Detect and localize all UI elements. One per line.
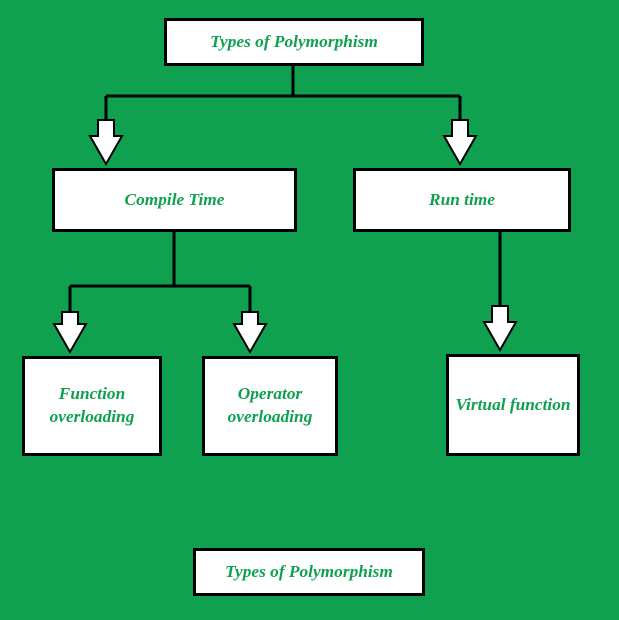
arrow-icon: [444, 120, 476, 164]
arrow-icon: [54, 312, 86, 352]
connectors-layer: [0, 0, 619, 620]
arrow-icon: [484, 306, 516, 350]
node-virt: Virtual function: [446, 354, 580, 456]
node-label-virt: Virtual function: [455, 394, 570, 417]
node-runtime: Run time: [353, 168, 571, 232]
node-label-runtime: Run time: [429, 189, 495, 212]
node-label-oper: Operator overloading: [211, 383, 329, 428]
node-label-func: Function overloading: [31, 383, 153, 428]
node-label-caption: Types of Polymorphism: [225, 561, 393, 584]
arrow-icon: [90, 120, 122, 164]
node-label-root: Types of Polymorphism: [210, 31, 378, 54]
node-label-compile: Compile Time: [125, 189, 225, 212]
node-root: Types of Polymorphism: [164, 18, 424, 66]
node-caption: Types of Polymorphism: [193, 548, 425, 596]
node-func: Function overloading: [22, 356, 162, 456]
node-compile: Compile Time: [52, 168, 297, 232]
diagram-canvas: Types of Polymorphism Compile Time Run tim…: [0, 0, 619, 620]
node-oper: Operator overloading: [202, 356, 338, 456]
arrow-icon: [234, 312, 266, 352]
